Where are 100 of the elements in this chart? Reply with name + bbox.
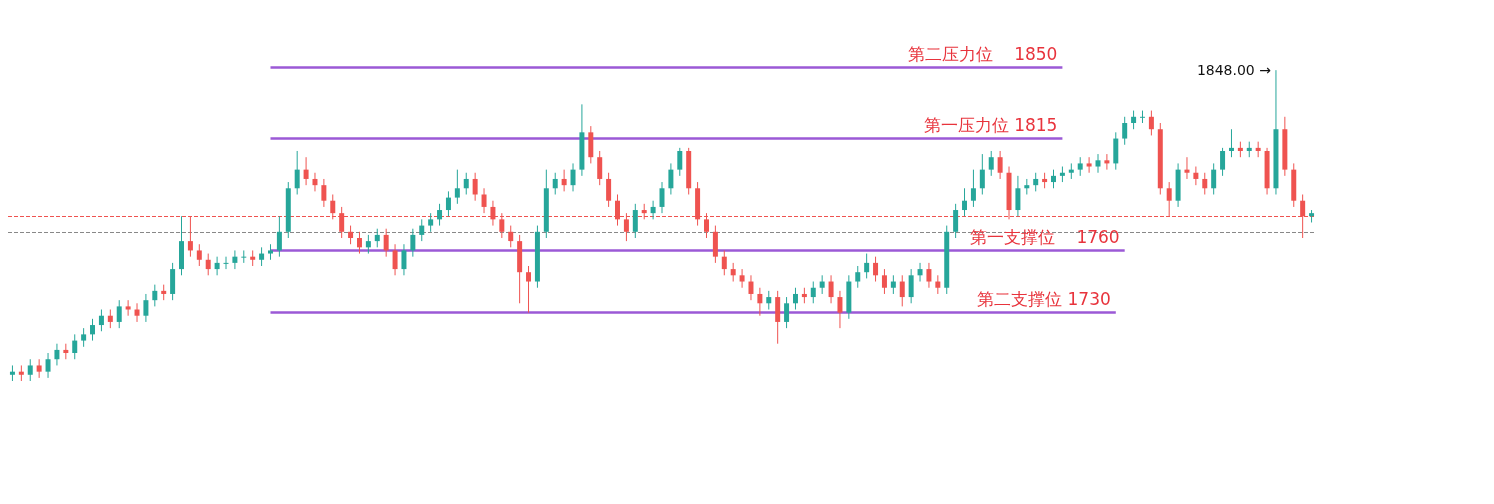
candlestick [374,228,380,248]
candlestick [899,274,905,307]
candlestick [463,172,469,195]
candlestick [552,172,558,195]
candlestick [748,274,754,301]
candlestick [196,243,202,267]
ref-line-label: 第二压力位 1850 [907,43,1058,64]
candlestick [677,147,683,177]
candlestick [873,256,879,283]
candlestick [143,293,149,323]
candlestick [365,234,371,255]
candlestick [348,225,354,245]
candlestick [383,228,389,258]
candlestick [1077,156,1083,177]
candlestick [27,358,33,382]
candlestick [36,358,42,379]
candlestick [472,172,478,202]
candlestick [864,253,870,279]
candlestick [757,287,763,317]
candlestick [125,299,131,317]
candlestick [962,187,968,217]
candlestick [1051,169,1057,189]
candlestick [953,203,959,239]
candlestick [650,200,656,220]
candlestick [72,333,78,360]
candlestick [526,265,532,314]
candlestick [828,274,834,304]
candlestick [428,212,434,233]
candlestick [721,249,727,276]
candlestick [445,190,451,217]
candlestick [321,178,327,208]
candlestick [1139,110,1145,124]
candlestick [90,318,96,342]
candlestick [356,231,362,255]
candlestick [1015,175,1021,217]
candlestick [908,268,914,304]
candlestick [454,169,460,205]
candlestick [1228,128,1234,158]
candlestick [303,156,309,186]
candlestick [561,169,567,192]
candlestick [312,172,318,192]
candlestick [855,265,861,289]
candlestick [107,309,113,329]
candlestick [401,243,407,276]
candlestick [223,256,229,270]
candlestick [81,327,87,348]
ref-line-label: 第一支撑位 1760 [969,226,1120,247]
candlestick [259,246,265,267]
candlestick [437,203,443,227]
candlestick [970,169,976,208]
candlestick [241,249,247,264]
candlestick [508,225,514,248]
candlestick [45,352,51,379]
candlestick [890,274,896,295]
candlestick [1211,162,1217,195]
candlestick [152,284,158,307]
candlestick [134,302,140,323]
candlestick [917,262,923,283]
candlestick [276,215,282,258]
candlestick [54,343,60,366]
candlestick [997,150,1003,180]
candlestick [1202,172,1208,195]
candlestick [881,268,887,295]
candlestick [1184,156,1190,180]
candlestick [419,218,425,242]
candlestick [784,296,790,329]
candlestick [837,290,843,329]
candlestick [810,281,816,304]
candlestick [392,243,398,276]
candlestick [597,150,603,186]
candlestick [294,150,300,195]
candlestick [730,262,736,283]
candlestick [1095,153,1101,174]
candlestick [632,203,638,239]
candlestick [659,181,665,214]
candlestick [739,268,745,289]
candlestick [116,299,122,329]
candlestick [1131,110,1137,130]
candlestick [792,287,798,310]
ref-line-label: 第一压力位 1815 [923,115,1058,136]
candlestick [481,187,487,214]
candlestick [766,290,772,310]
candlestick [935,274,941,295]
candlestick [1122,116,1128,146]
candlestick [1193,166,1199,186]
candlestick [979,153,985,195]
candlestick [232,249,238,270]
candlestick [668,162,674,195]
candlestick [98,309,104,332]
candlestick [1033,172,1039,192]
candlestick [1220,147,1226,177]
candlestick [1104,153,1110,171]
candlestick [988,150,994,177]
candlestick [819,274,825,295]
annotation: 1848.00 → [1196,62,1272,79]
candlestick [205,253,211,276]
candlestick [926,262,932,289]
candlestick [1148,110,1154,136]
candlestick [570,162,576,192]
candlestick [214,256,220,276]
